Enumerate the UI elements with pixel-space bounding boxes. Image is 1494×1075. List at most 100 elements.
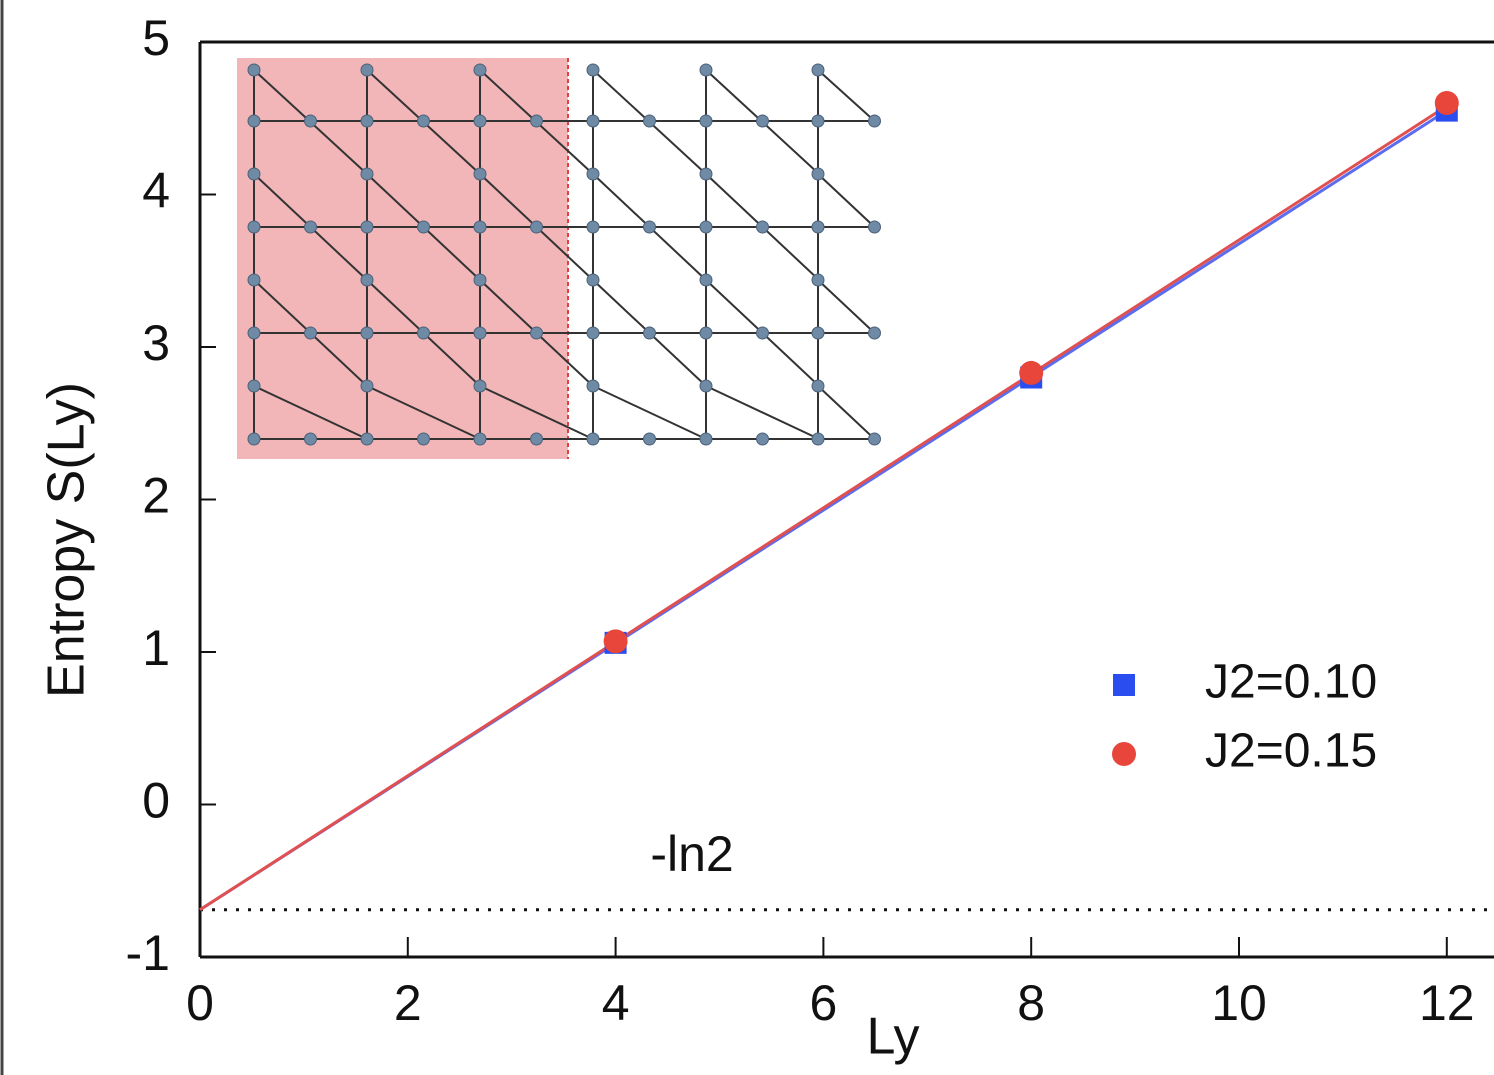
lattice-site — [247, 273, 261, 287]
lattice-site — [868, 432, 881, 446]
lattice-bond — [592, 385, 707, 440]
lattice-site — [586, 63, 600, 77]
lattice-bond — [366, 385, 481, 440]
fit-line — [199, 104, 1448, 911]
lattice-site — [247, 379, 261, 393]
lattice-site — [360, 220, 374, 234]
lattice-site — [811, 220, 825, 234]
lattice-site — [247, 220, 261, 234]
legend-marker — [1112, 742, 1136, 766]
lattice-site — [811, 326, 825, 340]
lattice-site — [360, 167, 374, 181]
lattice-site — [868, 326, 881, 340]
lattice-bond — [817, 69, 876, 122]
lattice-site — [360, 63, 374, 77]
lattice-site — [586, 220, 600, 234]
lattice-site — [699, 167, 713, 181]
lattice-site — [473, 379, 487, 393]
y-tick-label: 2 — [142, 468, 170, 524]
lattice-site — [699, 114, 713, 128]
y-tick-label: 3 — [142, 315, 170, 371]
lattice-site — [360, 379, 374, 393]
lattice-site — [811, 114, 825, 128]
shaded-region — [237, 58, 568, 459]
lattice-site — [417, 432, 430, 446]
lattice-site — [643, 114, 656, 128]
marker — [1019, 360, 1044, 385]
lattice-inset — [237, 58, 881, 459]
lattice-site — [473, 273, 487, 287]
x-tick-label: 0 — [186, 975, 214, 1031]
lattice-bond — [253, 385, 368, 440]
lattice-site — [699, 379, 713, 393]
y-tick-label: -1 — [126, 925, 170, 981]
lattice-site — [699, 63, 713, 77]
lattice-site — [756, 432, 769, 446]
x-tick-label: 12 — [1419, 975, 1475, 1031]
lattice-site — [699, 326, 713, 340]
y-tick-label: 1 — [142, 620, 170, 676]
lattice-site — [643, 220, 656, 234]
lattice-site — [699, 273, 713, 287]
lattice-site — [530, 114, 543, 128]
lattice-site — [473, 114, 487, 128]
lattice-bond — [817, 279, 876, 334]
lattice-site — [868, 114, 881, 128]
lattice-site — [811, 167, 825, 181]
lattice-site — [586, 379, 600, 393]
lattice-site — [304, 114, 317, 128]
lattice-site — [247, 167, 261, 181]
lattice-site — [360, 326, 374, 340]
x-tick-label: 2 — [394, 975, 422, 1031]
lattice-site — [530, 432, 543, 446]
lattice-site — [473, 326, 487, 340]
lattice-site — [473, 220, 487, 234]
lattice-site — [417, 114, 430, 128]
y-tick-label: 0 — [142, 773, 170, 829]
lattice-site — [247, 63, 261, 77]
lattice-site — [699, 432, 713, 446]
lattice-site — [360, 432, 374, 446]
lattice-bond — [479, 385, 594, 440]
lattice-site — [586, 167, 600, 181]
lattice-site — [530, 220, 543, 234]
lattice-site — [304, 326, 317, 340]
lattice-site — [530, 326, 543, 340]
x-tick-label: 8 — [1017, 975, 1045, 1031]
lattice-site — [811, 273, 825, 287]
lattice-site — [417, 326, 430, 340]
lattice-site — [811, 63, 825, 77]
lattice-site — [247, 432, 261, 446]
lattice-site — [586, 326, 600, 340]
lattice-bond — [817, 173, 876, 228]
lattice-site — [473, 63, 487, 77]
y-axis-label: Entropy S(Ly) — [38, 382, 96, 698]
marker — [1434, 91, 1459, 115]
lattice-bond — [705, 385, 820, 440]
lattice-site — [473, 432, 487, 446]
lattice-site — [586, 432, 600, 446]
y-tick-label: 5 — [142, 10, 170, 66]
lattice-site — [756, 114, 769, 128]
x-axis-label: Ly — [867, 1008, 920, 1066]
lattice-site — [811, 379, 825, 393]
lattice-site — [811, 432, 825, 446]
lattice-site — [360, 114, 374, 128]
lattice-site — [756, 326, 769, 340]
x-tick-label: 10 — [1211, 975, 1267, 1031]
lattice-bond — [817, 385, 876, 440]
y-tick-label: 4 — [142, 163, 170, 219]
x-tick-label: 6 — [809, 975, 837, 1031]
lattice-site — [586, 273, 600, 287]
lattice-site — [247, 114, 261, 128]
lattice-site — [868, 220, 881, 234]
x-tick-label: 4 — [602, 975, 630, 1031]
legend-label: J2=0.10 — [1205, 656, 1377, 709]
lattice-site — [247, 326, 261, 340]
lattice-site — [643, 432, 656, 446]
reference-label: -ln2 — [650, 826, 733, 882]
lattice-site — [360, 273, 374, 287]
lattice-site — [643, 326, 656, 340]
legend-label: J2=0.15 — [1205, 725, 1377, 778]
